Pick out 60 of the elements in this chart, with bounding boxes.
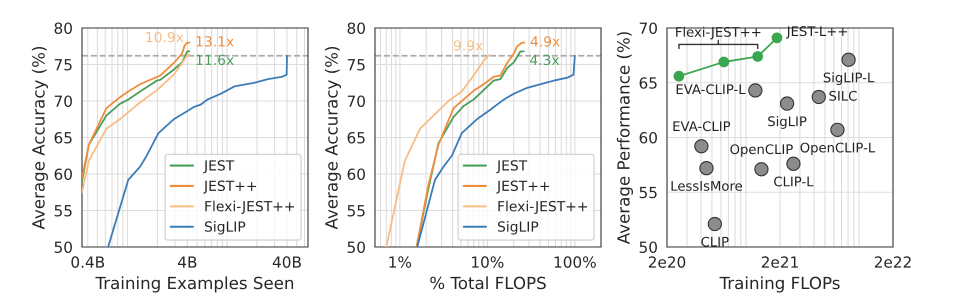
- y-tick-label: 70: [54, 95, 72, 108]
- y-tick-label: 65: [348, 132, 365, 144]
- annotation: EVA-CLIP: [673, 121, 730, 132]
- annotation: EVA-CLIP-L: [676, 84, 746, 94]
- y-tick-label: 55: [640, 186, 657, 198]
- annotation: SILC: [829, 90, 857, 101]
- x-axis-title: Training FLOPs: [720, 276, 840, 292]
- y-tick-label: 50: [348, 241, 365, 254]
- y-tick-label: 80: [54, 22, 72, 34]
- y-tick-label: 60: [640, 132, 657, 144]
- y-tick-label: 50: [54, 241, 72, 254]
- x-axis-title: Training Examples Seen: [95, 276, 294, 292]
- annotation: 11.6x: [196, 54, 234, 66]
- x-tick-label: 10%: [472, 256, 504, 268]
- x-tick-label: 4B: [178, 256, 196, 268]
- annotation: SigLIP: [768, 116, 806, 129]
- legend-label: JEST++: [203, 180, 256, 194]
- y-tick-label: 75: [54, 59, 72, 71]
- y-tick-label: 55: [348, 205, 365, 217]
- y-tick-label: 65: [54, 132, 72, 144]
- y-tick-label: 75: [348, 59, 365, 71]
- y-tick-label: 65: [640, 77, 657, 89]
- annotation: 4.9x: [530, 36, 560, 47]
- x-tick-label: 40B: [272, 256, 301, 268]
- annotation: 13.1x: [196, 36, 234, 47]
- y-axis-title: Average Accuracy (%): [324, 46, 341, 230]
- annotation: LessIsMore: [672, 181, 742, 191]
- y-tick-label: 80: [348, 22, 365, 34]
- annotation: 9.9x: [454, 40, 483, 51]
- legend-label: JEST: [203, 160, 234, 174]
- x-tick-label: 100%: [554, 256, 596, 268]
- annotation: JEST-L++: [786, 26, 847, 39]
- annotation: 10.9x: [146, 32, 184, 42]
- legend-label: JEST++: [496, 180, 550, 194]
- x-tick-label: 0.4B: [71, 256, 104, 268]
- legend-label: SigLIP: [498, 221, 538, 234]
- legend-label: Flexi-JEST++: [205, 200, 294, 214]
- y-axis-title: Average Accuracy (%): [32, 46, 48, 230]
- y-tick-label: 50: [640, 241, 657, 254]
- y-tick-label: 55: [54, 205, 72, 217]
- y-axis-title: Average Performance (%): [616, 32, 633, 244]
- legend-label: SigLIP: [204, 221, 246, 234]
- annotation: OpenCLIP: [730, 144, 793, 157]
- x-tick-label: 2e21: [762, 256, 798, 268]
- x-axis-title: % Total FLOPS: [430, 276, 546, 290]
- annotation: CLIP-L: [774, 176, 814, 186]
- y-tick-label: 60: [54, 168, 72, 180]
- y-tick-label: 70: [640, 22, 657, 34]
- y-tick-label: 70: [348, 95, 365, 108]
- y-tick-label: 60: [348, 168, 365, 180]
- annotation: CLIP: [701, 236, 729, 247]
- annotation: Flexi-JEST++: [676, 26, 760, 40]
- x-tick-label: 1%: [389, 256, 412, 268]
- legend-label: Flexi-JEST++: [498, 200, 588, 214]
- annotation: OpenCLIP-L: [800, 142, 876, 156]
- annotation: SigLIP-L: [824, 72, 874, 86]
- x-tick-label: 2e20: [648, 256, 686, 268]
- legend-label: JEST: [496, 160, 528, 174]
- x-tick-label: 2e22: [874, 256, 911, 268]
- annotation: 4.3x: [530, 54, 560, 66]
